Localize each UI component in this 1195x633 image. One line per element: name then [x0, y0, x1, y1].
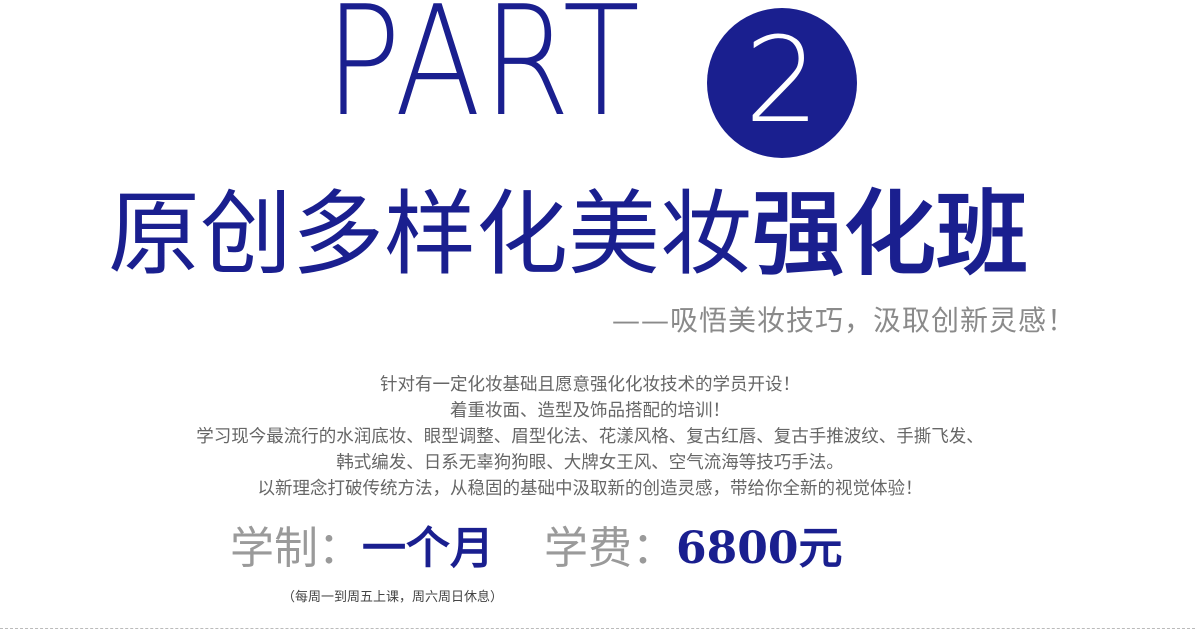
title-bold: 强化班 — [752, 180, 1029, 288]
part-number-badge: 2 — [707, 8, 857, 158]
description-line: 学习现今最流行的水润底妆、眼型调整、眉型化法、花漾风格、复古红唇、复古手推波纹、… — [196, 427, 984, 447]
page-title: 原创多样化美妆强化班 — [108, 188, 1028, 281]
course-description: 针对有一定化妆基础且愿意强化化妆技术的学员开设！ 着重妆面、造型及饰品搭配的培训… — [0, 372, 1180, 502]
part-number: 2 — [744, 11, 820, 149]
duration-label: 学制： — [230, 523, 362, 574]
divider — [0, 628, 1195, 629]
fee-value: 6800元 — [676, 523, 843, 574]
description-line: 以新理念打破传统方法，从稳固的基础中汲取新的创造灵感，带给你全新的视觉体验！ — [257, 479, 923, 499]
description-line: 韩式编发、日系无辜狗狗眼、大牌女王风、空气流海等技巧手法。 — [336, 453, 844, 473]
subtitle: ——吸悟美妆技巧，汲取创新灵感！ — [612, 304, 1077, 337]
title-light: 原创多样化美妆 — [108, 181, 753, 288]
part-label: PART — [325, 0, 642, 150]
duration-value: 一个月 — [362, 523, 494, 574]
description-line: 针对有一定化妆基础且愿意强化化妆技术的学员开设！ — [380, 375, 800, 395]
description-line: 着重妆面、造型及饰品搭配的培训！ — [450, 401, 730, 421]
schedule-note: （每周一到周五上课，周六周日休息） — [282, 590, 504, 605]
course-info: 学制：一个月 学费：6800元 — [230, 527, 842, 571]
fee-label: 学费： — [544, 523, 676, 574]
